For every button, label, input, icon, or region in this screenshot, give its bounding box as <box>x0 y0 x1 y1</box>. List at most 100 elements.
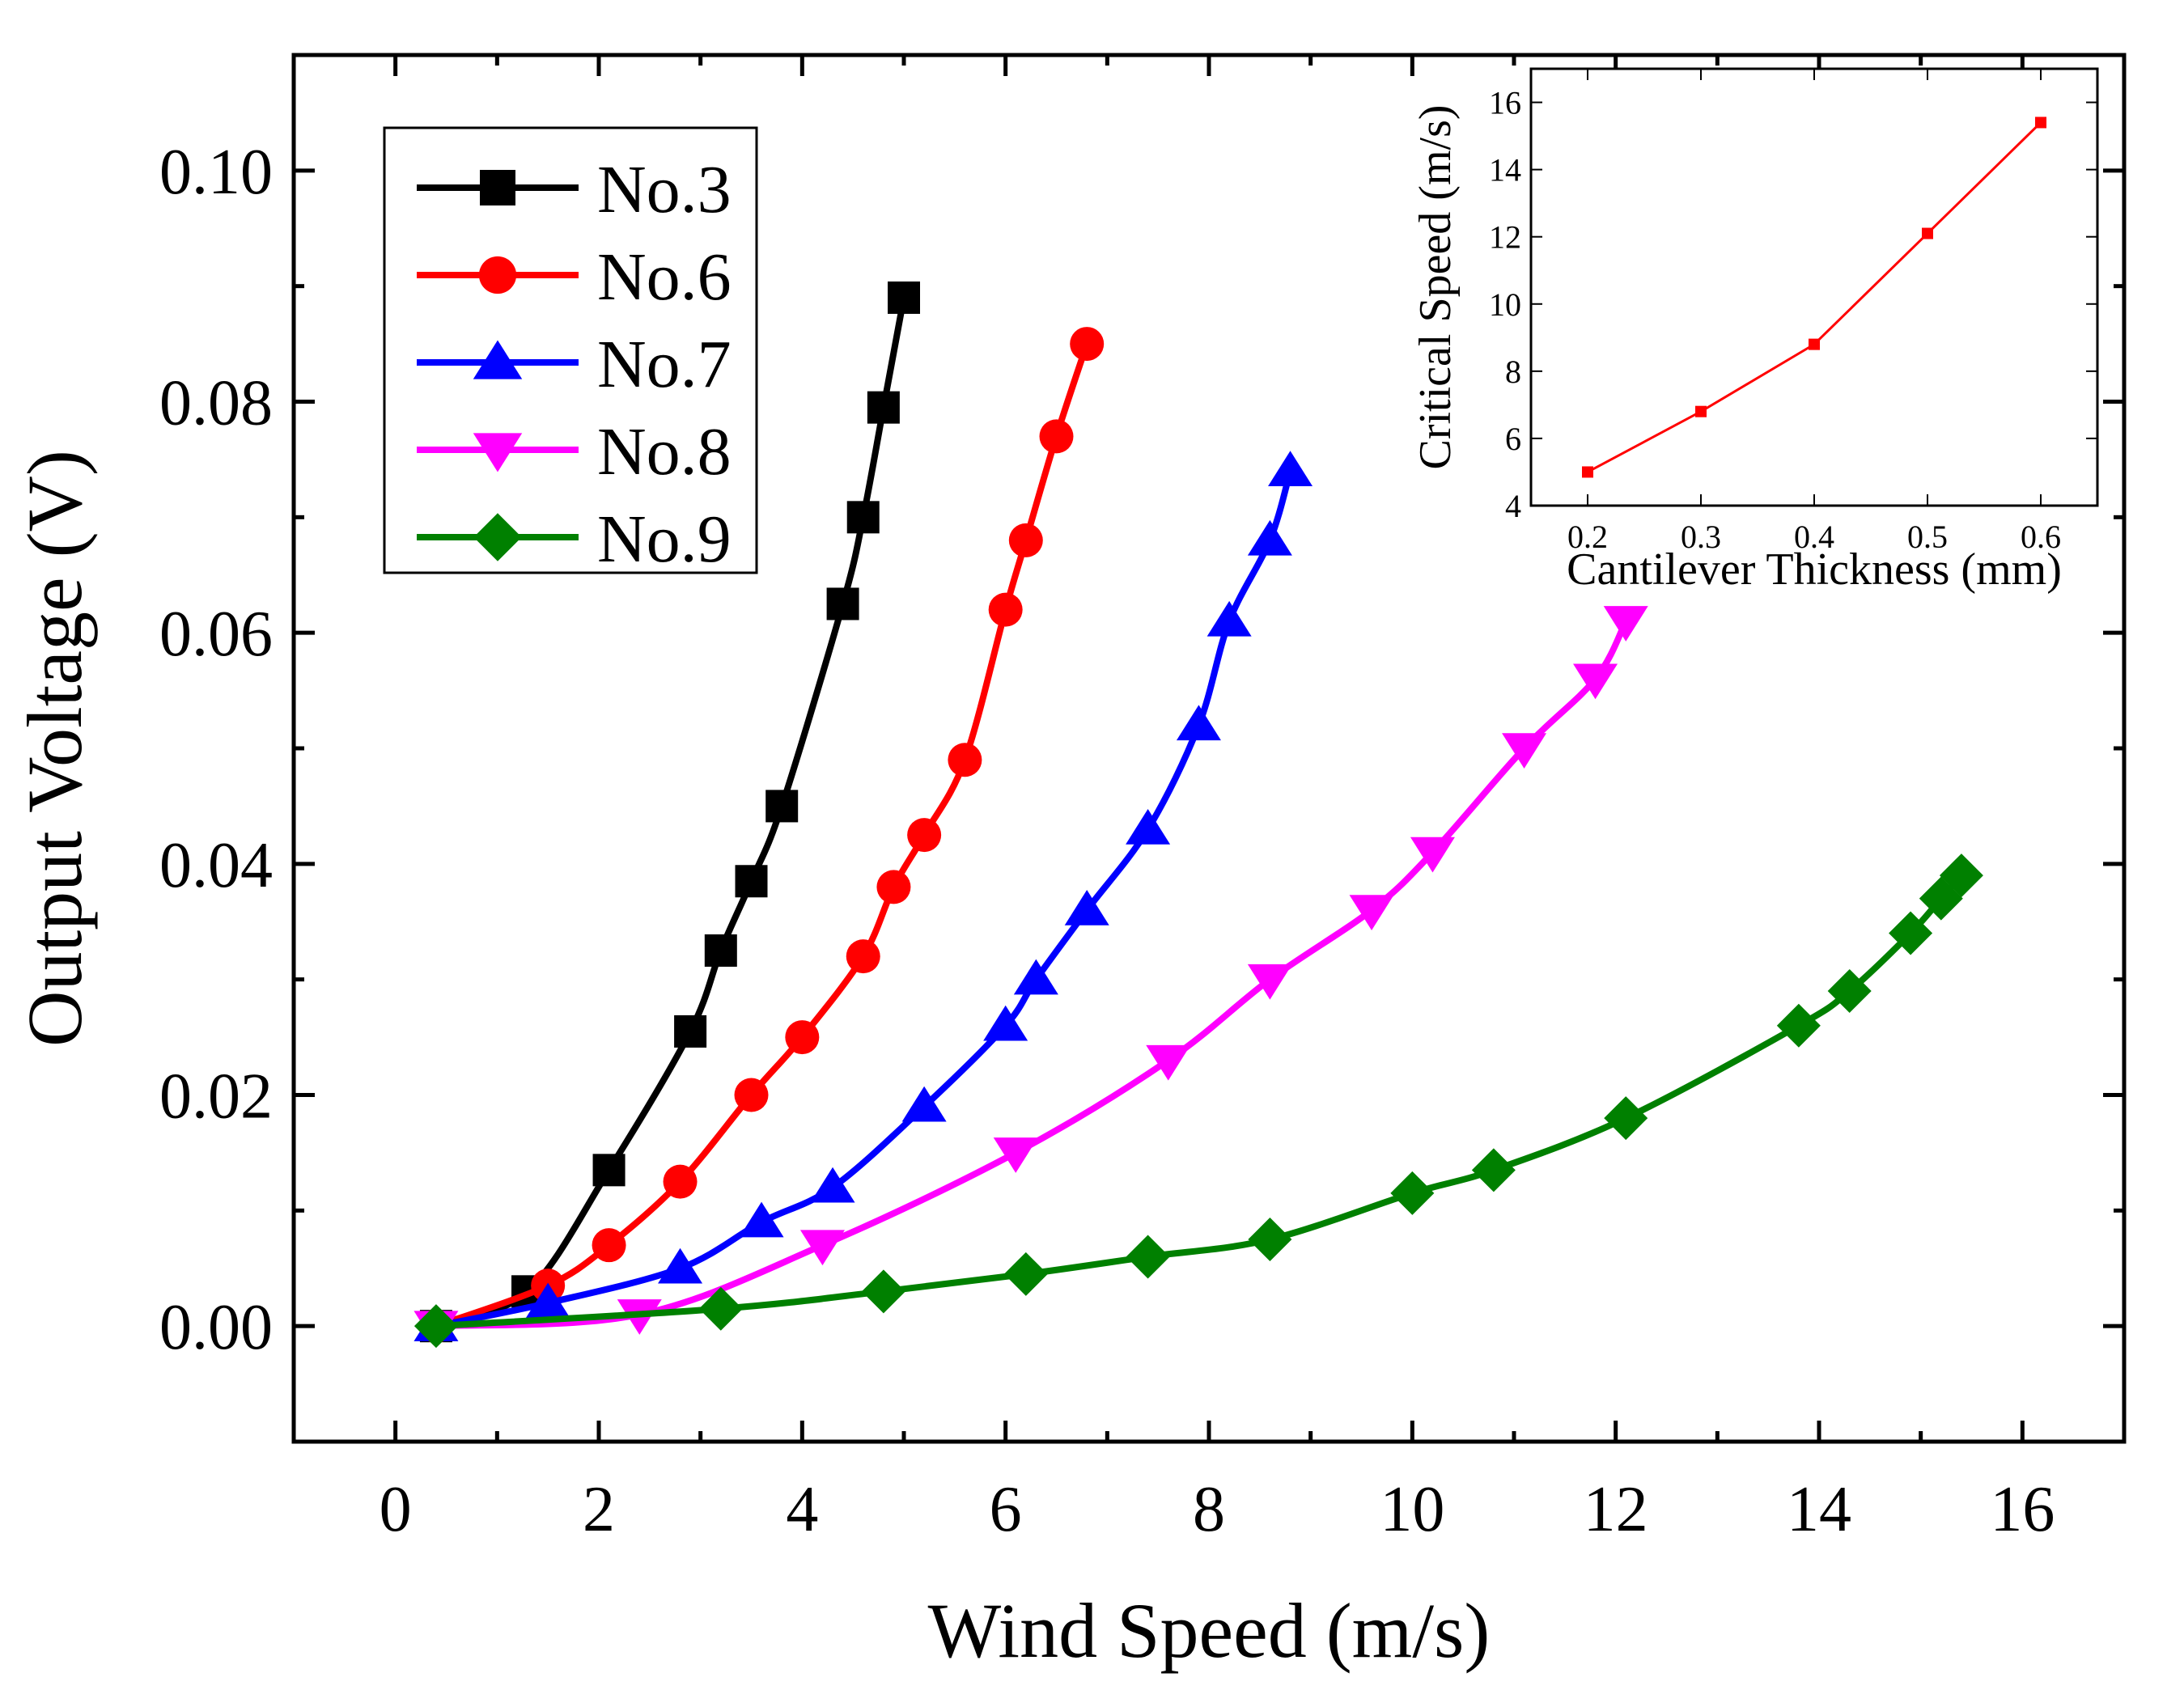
main-point-no-8 <box>1603 606 1648 642</box>
main-point-no-6 <box>785 1020 820 1055</box>
main-point-no-7 <box>1176 705 1221 741</box>
main-point-no-8 <box>993 1137 1038 1173</box>
main-point-no-8 <box>1349 895 1394 930</box>
legend-marker-no-8 <box>473 433 523 472</box>
inset-point-critical-speed <box>1922 227 1933 239</box>
main-point-no-9 <box>1471 1148 1516 1192</box>
inset-xtick-label: 0.2 <box>1567 519 1608 555</box>
inset-point-critical-speed <box>1582 466 1593 478</box>
inset-plot-frame <box>1529 67 2099 507</box>
main-point-no-6 <box>948 743 982 777</box>
main-point-no-8 <box>1502 733 1547 769</box>
main-xtick-label: 4 <box>786 1474 818 1545</box>
main-point-no-3 <box>846 501 880 534</box>
legend-marker-no-9 <box>473 513 522 561</box>
main-ytick-label: 0.06 <box>159 599 273 670</box>
main-xtick-label: 16 <box>1990 1474 2055 1545</box>
main-point-no-9 <box>1776 1003 1821 1048</box>
inset-ytick-label: 6 <box>1505 421 1521 457</box>
legend-box <box>383 126 758 574</box>
main-point-no-9 <box>861 1269 905 1314</box>
main-series-no-7 <box>413 451 1313 1341</box>
main-point-no-8 <box>799 1230 845 1266</box>
inset-plot-area <box>1582 116 2046 478</box>
main-series-line-no-7 <box>435 470 1294 1330</box>
legend-label-no-3: No.3 <box>597 152 732 227</box>
main-point-no-7 <box>1064 889 1109 925</box>
main-point-no-7 <box>739 1201 784 1238</box>
main-point-no-6 <box>876 870 911 904</box>
legend-item-no-3: No.3 <box>417 152 732 227</box>
main-point-no-9 <box>1827 968 1872 1013</box>
main-point-no-8 <box>1573 663 1618 700</box>
main-point-no-7 <box>658 1247 703 1284</box>
main-ytick-label: 0.08 <box>159 368 273 439</box>
main-point-no-6 <box>734 1078 769 1112</box>
inset-point-critical-speed <box>2035 116 2046 129</box>
inset-xtick-label: 0.6 <box>2021 519 2061 555</box>
inset-xlabel: Cantilever Thickness (mm) <box>1567 544 2062 595</box>
main-point-no-3 <box>735 865 768 898</box>
legend-label-no-9: No.9 <box>597 502 732 577</box>
main-point-no-7 <box>983 1005 1028 1041</box>
main-point-no-9 <box>413 1304 458 1349</box>
main-point-no-9 <box>1604 1096 1648 1141</box>
main-point-no-7 <box>1268 451 1313 486</box>
inset-ytick-label: 8 <box>1505 354 1521 390</box>
main-point-no-9 <box>1003 1252 1048 1296</box>
inset-xtick-label: 0.3 <box>1681 519 1721 555</box>
inset-ytick-label: 4 <box>1505 488 1521 524</box>
main-point-no-9 <box>698 1286 743 1331</box>
main-point-no-3 <box>674 1014 707 1048</box>
main-point-no-6 <box>592 1228 626 1263</box>
legend-label-no-7: No.7 <box>597 327 732 402</box>
main-point-no-7 <box>1207 600 1252 637</box>
main-point-no-6 <box>1039 419 1074 454</box>
legend-item-no-8: No.8 <box>417 414 732 489</box>
main-point-no-7 <box>525 1282 570 1319</box>
main-point-no-6 <box>663 1164 698 1199</box>
main-axes: 0 2 4 6 8 10 12 14 16 0.00 0.02 0.04 0.06 0.08 0.10 <box>159 55 2124 1545</box>
main-point-no-6 <box>846 939 880 974</box>
main-ytick-label: 0.02 <box>159 1061 273 1133</box>
main-point-no-3 <box>765 790 799 823</box>
main-ylabel: Output Voltage (V) <box>11 450 98 1047</box>
main-xtick-label: 14 <box>1787 1474 1851 1545</box>
main-plot-area <box>413 281 1983 1349</box>
main-xtick-label: 12 <box>1584 1474 1648 1545</box>
main-xtick-label: 10 <box>1380 1474 1444 1545</box>
legend: No.3 No.6 No.7 No.8 No.9 <box>417 152 732 577</box>
inset-ytick-label: 14 <box>1489 152 1521 188</box>
main-point-no-6 <box>988 592 1023 627</box>
inset-series-critical-speed <box>1582 116 2046 478</box>
inset-ytick-label: 16 <box>1489 85 1521 121</box>
main-point-no-8 <box>1410 837 1455 873</box>
inset-ytick-label: 12 <box>1489 219 1521 256</box>
main-point-no-3 <box>888 281 920 314</box>
main-point-no-8 <box>1247 964 1292 1000</box>
inset-point-critical-speed <box>1695 405 1707 417</box>
main-point-no-3 <box>704 934 737 967</box>
main-xtick-label: 0 <box>380 1474 412 1545</box>
inset-xtick-label: 0.4 <box>1794 519 1834 555</box>
main-point-no-9 <box>1889 911 1933 955</box>
main-series-line-no-9 <box>435 873 1964 1330</box>
inset-xtick-label: 0.5 <box>1907 519 1948 555</box>
legend-item-no-6: No.6 <box>417 239 732 315</box>
main-xtick-label: 2 <box>583 1474 615 1545</box>
main-point-no-3 <box>867 391 900 424</box>
main-ytick-label: 0.10 <box>159 137 273 208</box>
main-point-no-6 <box>1008 523 1043 557</box>
main-point-no-7 <box>810 1167 855 1203</box>
main-point-no-7 <box>1013 959 1058 995</box>
legend-marker-no-6 <box>478 256 517 294</box>
main-point-no-7 <box>901 1086 947 1122</box>
legend-item-no-9: No.9 <box>417 502 732 577</box>
main-point-no-6 <box>907 818 942 853</box>
main-point-no-9 <box>1126 1235 1170 1279</box>
main-xtick-label: 8 <box>1193 1474 1225 1545</box>
inset-ytick-label: 10 <box>1489 286 1521 323</box>
main-point-no-3 <box>826 587 859 621</box>
inset-point-critical-speed <box>1809 338 1820 350</box>
